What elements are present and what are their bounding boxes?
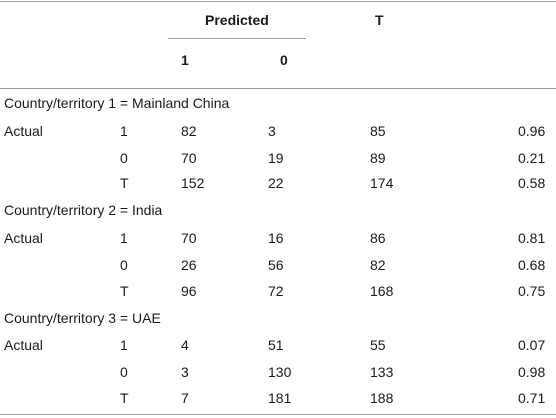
rate-value: 0.71 [518, 390, 546, 406]
rate-value: 0.58 [518, 175, 546, 191]
bottom-rule [0, 414, 556, 415]
total-value: 82 [370, 257, 386, 273]
col-header-1: 1 [181, 52, 189, 68]
pred-1-value: 26 [181, 257, 197, 273]
rate-value: 0.21 [518, 150, 546, 166]
pred-1-value: 82 [181, 123, 197, 139]
pred-1-value: 70 [181, 230, 197, 246]
pred-0-value: 16 [268, 230, 284, 246]
class-label: 0 [120, 364, 128, 380]
pred-0-value: 72 [268, 283, 284, 299]
pred-0-value: 51 [268, 337, 284, 353]
row-label: Actual [4, 123, 43, 139]
class-label: T [120, 390, 129, 406]
rate-value: 0.81 [518, 230, 546, 246]
rate-value: 0.07 [518, 337, 546, 353]
pred-1-value: 96 [181, 283, 197, 299]
rate-value: 0.68 [518, 257, 546, 273]
pred-0-value: 3 [268, 123, 276, 139]
class-label: T [120, 175, 129, 191]
total-value: 133 [370, 364, 394, 380]
pred-1-value: 3 [181, 364, 189, 380]
col-header-0: 0 [280, 52, 288, 68]
total-header: T [375, 12, 384, 28]
rate-value: 0.75 [518, 283, 546, 299]
row-label: Actual [4, 337, 43, 353]
group-title: Country/territory 1 = Mainland China [4, 95, 230, 111]
total-value: 89 [370, 150, 386, 166]
class-label: 0 [120, 150, 128, 166]
predicted-underline [168, 38, 306, 39]
class-label: 1 [120, 123, 128, 139]
top-rule [0, 1, 556, 2]
class-label: 1 [120, 230, 128, 246]
class-label: T [120, 283, 129, 299]
row-label: Actual [4, 230, 43, 246]
pred-0-value: 181 [268, 390, 292, 406]
pred-0-value: 22 [268, 175, 284, 191]
class-label: 0 [120, 257, 128, 273]
total-value: 168 [370, 283, 394, 299]
total-value: 188 [370, 390, 394, 406]
pred-0-value: 56 [268, 257, 284, 273]
pred-0-value: 130 [268, 364, 292, 380]
pred-1-value: 70 [181, 150, 197, 166]
rate-value: 0.98 [518, 364, 546, 380]
group-title: Country/territory 3 = UAE [4, 310, 161, 326]
predicted-header: Predicted [205, 12, 269, 28]
total-value: 55 [370, 337, 386, 353]
pred-1-value: 7 [181, 390, 189, 406]
header-rule [0, 88, 556, 89]
pred-0-value: 19 [268, 150, 284, 166]
rate-value: 0.96 [518, 123, 546, 139]
total-value: 86 [370, 230, 386, 246]
class-label: 1 [120, 337, 128, 353]
pred-1-value: 4 [181, 337, 189, 353]
total-value: 85 [370, 123, 386, 139]
pred-1-value: 152 [181, 175, 205, 191]
total-value: 174 [370, 175, 394, 191]
group-title: Country/territory 2 = India [4, 202, 163, 218]
